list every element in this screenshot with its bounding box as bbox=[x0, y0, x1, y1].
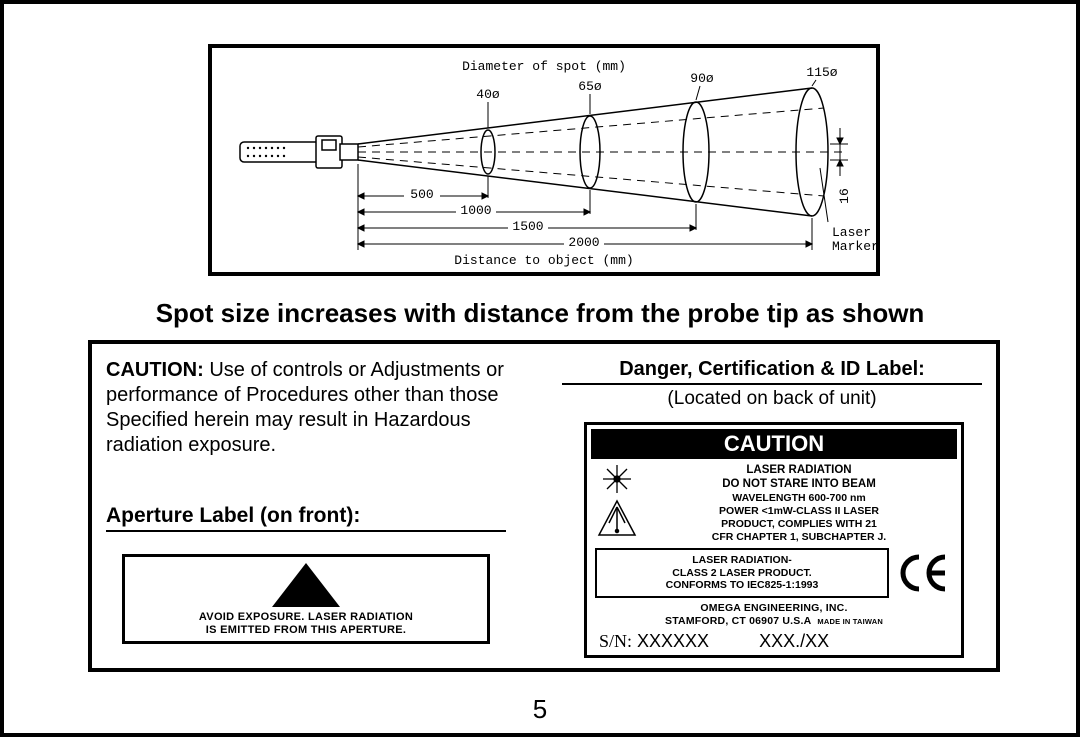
mfr-block: OMEGA ENGINEERING, INC. STAMFORD, CT 069… bbox=[591, 598, 957, 629]
laser-radiation-icon bbox=[595, 463, 639, 544]
cert-b1-l5: PRODUCT, COMPLIES WITH 21 bbox=[645, 518, 953, 531]
danger-subheading: (Located on back of unit) bbox=[562, 388, 982, 410]
danger-heading: Danger, Certification & ID Label: bbox=[562, 358, 982, 385]
cert-b1-l2: DO NOT STARE INTO BEAM bbox=[645, 477, 953, 491]
warning-triangle-icon bbox=[272, 563, 340, 607]
mfr-l2: STAMFORD, CT 06907 U.S.A bbox=[665, 615, 811, 627]
sn-label: S/N: bbox=[599, 631, 632, 651]
cert-b1-l1: LASER RADIATION bbox=[645, 463, 953, 477]
aperture-line1: AVOID EXPOSURE. LASER RADIATION bbox=[133, 611, 479, 624]
manual-page: Diameter of spot (mm) bbox=[0, 0, 1080, 737]
caution-paragraph: CAUTION: Use of controls or Adjustments … bbox=[106, 358, 542, 458]
dist-label-2: 1500 bbox=[512, 219, 543, 234]
diagram-title-bottom: Distance to object (mm) bbox=[454, 253, 633, 268]
page-number: 5 bbox=[4, 694, 1076, 725]
dia-label-3: 115ø bbox=[806, 65, 837, 80]
cert-b2-l3: CONFORMS TO IEC825-1:1993 bbox=[599, 579, 885, 592]
main-caption: Spot size increases with distance from t… bbox=[4, 298, 1076, 329]
ce-mark-icon bbox=[897, 548, 953, 598]
dia-label-2: 90ø bbox=[690, 71, 714, 86]
aperture-heading: Aperture Label (on front): bbox=[106, 504, 506, 532]
cert-b2-l1: LASER RADIATION- bbox=[599, 554, 885, 567]
sn-date: XXX./XX bbox=[759, 631, 829, 651]
spot-diagram-box: Diameter of spot (mm) bbox=[208, 44, 880, 276]
dist-label-3: 2000 bbox=[568, 235, 599, 250]
caution-banner: CAUTION bbox=[591, 429, 957, 459]
cert-block2: LASER RADIATION- CLASS 2 LASER PRODUCT. … bbox=[595, 548, 889, 598]
dist-label-0: 500 bbox=[410, 187, 433, 202]
spot-diagram-svg: Diameter of spot (mm) bbox=[212, 48, 876, 272]
diagram-title-top: Diameter of spot (mm) bbox=[462, 59, 626, 74]
aperture-line2: IS EMITTED FROM THIS APERTURE. bbox=[133, 624, 479, 637]
dia-label-1: 65ø bbox=[578, 79, 602, 94]
aperture-label: AVOID EXPOSURE. LASER RADIATION IS EMITT… bbox=[122, 554, 490, 644]
made-in: MADE IN TAIWAN bbox=[817, 617, 883, 626]
end-dim-label: 16 bbox=[837, 188, 852, 204]
lower-info-box: CAUTION: Use of controls or Adjustments … bbox=[88, 340, 1000, 672]
dist-label-1: 1000 bbox=[460, 203, 491, 218]
cert-b2-l2: CLASS 2 LASER PRODUCT. bbox=[599, 567, 885, 580]
caution-bold: CAUTION: bbox=[106, 359, 204, 381]
probe-icon bbox=[240, 136, 358, 168]
certification-label: CAUTION bbox=[584, 422, 964, 658]
sn-value: XXXXXX bbox=[637, 631, 709, 651]
serial-number-row: S/N: XXXXXX XXX./XX bbox=[591, 629, 957, 652]
cert-b1-l6: CFR CHAPTER 1, SUBCHAPTER J. bbox=[645, 531, 953, 544]
cert-b1-l3: WAVELENGTH 600-700 nm bbox=[645, 492, 953, 505]
cert-block1: LASER RADIATION DO NOT STARE INTO BEAM W… bbox=[645, 463, 953, 544]
cert-b1-l4: POWER <1mW-CLASS II LASER bbox=[645, 505, 953, 518]
laser-marker-2: Marker bbox=[832, 239, 876, 254]
laser-marker-1: Laser bbox=[832, 225, 871, 240]
dia-label-0: 40ø bbox=[476, 87, 500, 102]
mfr-l1: OMEGA ENGINEERING, INC. bbox=[595, 602, 953, 615]
